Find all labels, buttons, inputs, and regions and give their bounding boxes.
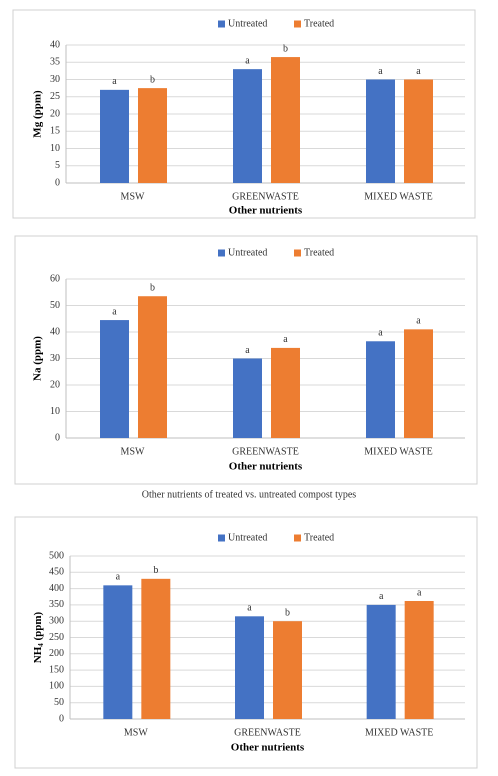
bar-letter: a — [417, 587, 422, 598]
bar — [100, 89, 129, 183]
bar — [366, 604, 396, 719]
y-tick-label: 100 — [49, 681, 64, 692]
legend-swatch — [294, 249, 301, 257]
x-tick-label: GREENWASTE — [234, 727, 301, 738]
y-tick-label: 400 — [49, 583, 64, 594]
y-tick-label: 0 — [59, 713, 64, 724]
bar — [271, 347, 300, 438]
y-tick-label: 150 — [49, 664, 64, 675]
y-tick-label: 60 — [50, 273, 60, 284]
bar — [141, 578, 171, 719]
y-axis-title: Mg (ppm) — [32, 90, 44, 138]
bar — [273, 621, 302, 719]
bar — [233, 358, 262, 438]
y-tick-label: 20 — [50, 379, 60, 390]
bar — [235, 616, 264, 719]
bar-letter: a — [379, 591, 384, 602]
bar — [138, 88, 167, 183]
bar-letter: b — [150, 74, 155, 85]
x-tick-label: MIXED WASTE — [364, 446, 432, 457]
y-tick-label: 5 — [55, 160, 60, 171]
y-tick-label: 10 — [50, 143, 60, 154]
y-tick-label: 450 — [49, 567, 64, 578]
bar-letter: a — [245, 345, 250, 356]
bar — [404, 79, 433, 183]
x-axis-title: Other nutrients — [229, 461, 303, 473]
legend-label: Treated — [304, 247, 334, 258]
y-tick-label: 25 — [50, 91, 60, 102]
bar-letter: a — [247, 603, 252, 614]
y-tick-label: 0 — [55, 432, 60, 443]
y-tick-label: 35 — [50, 57, 60, 68]
y-tick-label: 15 — [50, 126, 60, 137]
y-tick-label: 200 — [49, 648, 64, 659]
bar-letter: a — [116, 572, 121, 583]
bar — [103, 585, 133, 719]
legend-label: Treated — [304, 18, 334, 29]
y-tick-label: 30 — [50, 353, 60, 364]
x-axis-title: Other nutrients — [231, 742, 305, 754]
y-tick-label: 50 — [50, 300, 60, 311]
y-tick-label: 300 — [49, 615, 64, 626]
bar-letter: b — [153, 565, 158, 576]
bar — [366, 79, 395, 183]
legend-swatch — [294, 20, 301, 28]
y-tick-label: 250 — [49, 632, 64, 643]
y-axis-title-rest: (ppm) — [32, 611, 44, 643]
bar-letter: a — [416, 66, 421, 77]
bar — [366, 341, 395, 438]
bar-letter: a — [378, 66, 383, 77]
x-axis-title: Other nutrients — [229, 205, 303, 217]
legend-swatch — [218, 249, 225, 257]
legend-label: Untreated — [228, 247, 267, 258]
legend-label: Untreated — [228, 532, 267, 543]
caption: Other nutrients of treated vs. untreated… — [142, 489, 356, 500]
y-tick-label: 20 — [50, 108, 60, 119]
x-tick-label: MSW — [121, 191, 145, 202]
bar — [233, 69, 262, 183]
y-axis-title: Na (ppm) — [32, 336, 44, 381]
bar-letter: b — [285, 607, 290, 618]
legend-label: Treated — [304, 532, 334, 543]
bar — [100, 320, 129, 438]
x-tick-label: GREENWASTE — [232, 191, 299, 202]
bar — [404, 600, 434, 719]
legend-swatch — [218, 20, 225, 28]
y-tick-label: 50 — [54, 697, 64, 708]
y-tick-label: 500 — [49, 550, 64, 561]
x-tick-label: GREENWASTE — [232, 446, 299, 457]
bar-letter: a — [112, 76, 117, 87]
x-tick-label: MSW — [121, 446, 145, 457]
y-axis-title-main: NH — [32, 646, 44, 663]
bar-letter: a — [112, 306, 117, 317]
legend-swatch — [218, 534, 225, 542]
y-tick-label: 10 — [50, 406, 60, 417]
bar — [271, 57, 300, 184]
legend-swatch — [294, 534, 301, 542]
bar-letter: a — [416, 316, 421, 327]
y-tick-label: 350 — [49, 599, 64, 610]
y-tick-label: 40 — [50, 39, 60, 50]
legend-label: Untreated — [228, 18, 267, 29]
bar-letter: b — [283, 43, 288, 54]
x-tick-label: MSW — [124, 727, 148, 738]
bar — [404, 329, 433, 438]
bar-letter: a — [283, 334, 288, 345]
y-axis-title-sub: 4 — [37, 643, 45, 647]
x-tick-label: MIXED WASTE — [364, 191, 432, 202]
y-tick-label: 30 — [50, 74, 60, 85]
x-tick-label: MIXED WASTE — [365, 727, 433, 738]
y-axis-title: NH4 (ppm) — [32, 611, 45, 663]
y-tick-label: 40 — [50, 326, 60, 337]
bar-letter: a — [378, 328, 383, 339]
bar-letter: b — [150, 283, 155, 294]
bar — [138, 296, 167, 438]
bar-letter: a — [245, 55, 250, 66]
y-tick-label: 0 — [55, 177, 60, 188]
